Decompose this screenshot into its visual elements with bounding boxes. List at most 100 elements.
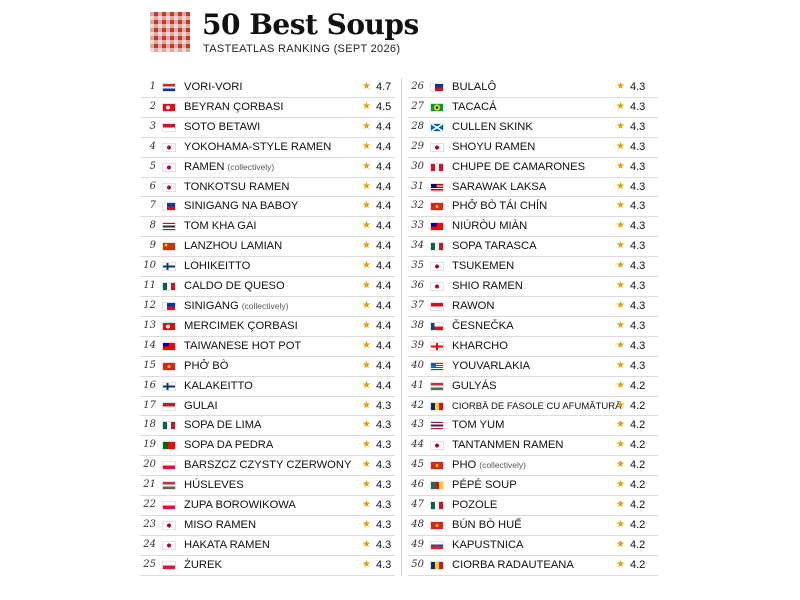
slovakia-flag-icon	[430, 540, 444, 550]
soup-name-text: TONKOTSU RAMEN	[184, 180, 290, 193]
soup-name-text: CIORBA RADAUTEANA	[452, 558, 574, 571]
thailand-flag-icon	[162, 222, 176, 232]
star-icon: ★	[616, 260, 625, 272]
rank-number: 18	[143, 419, 156, 431]
ranking-row: 7 SINIGANG NA BABOY ★ 4.4	[140, 197, 395, 218]
rank-number: 22	[143, 499, 156, 511]
soup-name: LANZHOU LAMIAN	[184, 240, 282, 252]
ranking-row: 47 POZOLE ★ 4.2	[408, 496, 658, 516]
rating-score: 4.3	[630, 140, 646, 153]
star-icon: ★	[616, 299, 625, 311]
rank-number: 24	[143, 538, 156, 550]
rating-score: 4.3	[630, 120, 646, 133]
ranking-row: 26 BULALÔ ★ 4.3	[408, 78, 658, 98]
scotland-flag-icon	[430, 122, 444, 132]
soup-name: TACACÁ	[452, 101, 497, 113]
japan-flag-icon	[162, 142, 176, 152]
japan-flag-icon	[430, 282, 444, 292]
ranking-row: 5 RAMEN (collectively) ★ 4.4	[140, 158, 395, 178]
ranking-row: 50 CIORBA RADAUTEANA ★ 4.2	[408, 556, 658, 576]
star-icon: ★	[362, 120, 371, 132]
ranking-row: 4 YOKOHAMA-STYLE RAMEN ★ 4.4	[140, 138, 395, 158]
rating-score: 4.3	[630, 280, 646, 293]
page-subtitle: TASTEATLAS RANKING (SEPT 2026)	[203, 43, 401, 55]
rating-score: 4.3	[630, 260, 646, 273]
romania-flag-icon	[430, 560, 444, 570]
star-icon: ★	[616, 160, 625, 172]
rating-score: 4.3	[630, 100, 646, 113]
rating-score: 4.4	[376, 240, 392, 253]
soup-name-text: SHIO RAMEN	[452, 280, 523, 293]
star-icon: ★	[362, 439, 371, 451]
star-icon: ★	[616, 240, 625, 252]
soup-name-text: HÚSLEVES	[184, 479, 244, 492]
poland-flag-icon	[162, 501, 176, 511]
star-icon: ★	[362, 200, 371, 212]
soup-name-text: MISO RAMEN	[184, 518, 257, 531]
taiwan-flag-icon	[162, 341, 176, 351]
rating-score: 4.2	[630, 479, 646, 492]
rating-score: 4.3	[630, 81, 646, 93]
soup-name: SOPA DE LIMA	[184, 419, 262, 431]
rank-number: 43	[411, 419, 424, 431]
ranking-row: 28 CULLEN SKINK ★ 4.3	[408, 118, 658, 138]
ranking-row: 18 SOPA DE LIMA ★ 4.3	[140, 416, 395, 437]
soup-name: NIÚRÒU MIÀN	[452, 220, 527, 232]
greece-flag-icon	[430, 361, 444, 371]
rank-number: 40	[411, 359, 424, 371]
rank-number: 20	[143, 459, 156, 471]
soup-name-text: SHOYU RAMEN	[452, 140, 536, 153]
star-icon: ★	[616, 100, 625, 112]
indonesia-flag-icon	[162, 401, 176, 411]
mexico-flag-icon	[162, 282, 176, 292]
soup-note: (collectively)	[227, 161, 275, 172]
soup-name: GULAI	[184, 400, 218, 412]
soup-name-text: MERCIMEK ÇORBASI	[184, 319, 298, 332]
soup-name-text: BARSZCZ CZYSTY CZERWONY	[184, 459, 352, 472]
soup-name: TONKOTSU RAMEN	[184, 181, 289, 193]
rating-score: 4.2	[630, 499, 646, 512]
soup-name-text: BÚN BÒ HUẾ	[452, 518, 522, 531]
soup-name: VORI-VORI	[184, 81, 242, 93]
soup-name: TAIWANESE HOT POT	[184, 340, 301, 352]
soup-name-text: PHỞ BÒ TÁI CHÍN	[452, 200, 548, 213]
vietnam-flag-icon	[430, 461, 444, 471]
soup-name-text: TAIWANESE HOT POT	[184, 339, 302, 352]
star-icon: ★	[362, 479, 371, 491]
ranking-row: 8 TOM KHA GAI ★ 4.4	[140, 217, 395, 238]
star-icon: ★	[362, 459, 371, 471]
rank-number: 17	[143, 399, 156, 411]
star-icon: ★	[616, 379, 625, 391]
soup-name: SINIGANG NA BABOY	[184, 200, 298, 212]
star-icon: ★	[362, 339, 371, 351]
rank-number: 36	[411, 280, 424, 292]
star-icon: ★	[616, 319, 625, 331]
soup-name-text: LANZHOU LAMIAN	[184, 240, 283, 253]
star-icon: ★	[362, 359, 371, 371]
ranking-row: 17 GULAI ★ 4.3	[140, 397, 395, 417]
soup-name: PHO (collectively)	[452, 459, 526, 471]
rating-score: 4.3	[630, 240, 646, 253]
soup-name-text: YOKOHAMA-STYLE RAMEN	[184, 140, 332, 153]
rank-number: 14	[143, 339, 156, 351]
soup-name: RAWON	[452, 300, 494, 312]
star-icon: ★	[362, 538, 371, 550]
japan-flag-icon	[430, 262, 444, 272]
soup-name-text: TOM KHA GAI	[184, 220, 257, 233]
rank-number: 28	[411, 120, 424, 132]
mexico-flag-icon	[430, 501, 444, 511]
ranking-row: 20 BARSZCZ CZYSTY CZERWONY ★ 4.3	[140, 456, 395, 477]
star-icon: ★	[362, 558, 371, 570]
soup-name-text: PÉPÉ SOUP	[452, 479, 517, 492]
soup-name: BULALÔ	[452, 81, 496, 93]
vietnam-flag-icon	[430, 202, 444, 212]
hungary-flag-icon	[162, 481, 176, 491]
star-icon: ★	[616, 180, 625, 192]
malaysia-flag-icon	[430, 182, 444, 192]
rank-number: 29	[411, 140, 424, 152]
soup-name: SOTO BETAWI	[184, 121, 260, 133]
soup-name: SHIO RAMEN	[452, 280, 523, 292]
rank-number: 34	[411, 240, 424, 252]
rating-score: 4.3	[630, 319, 646, 332]
soup-name-text: PHO	[452, 459, 477, 472]
